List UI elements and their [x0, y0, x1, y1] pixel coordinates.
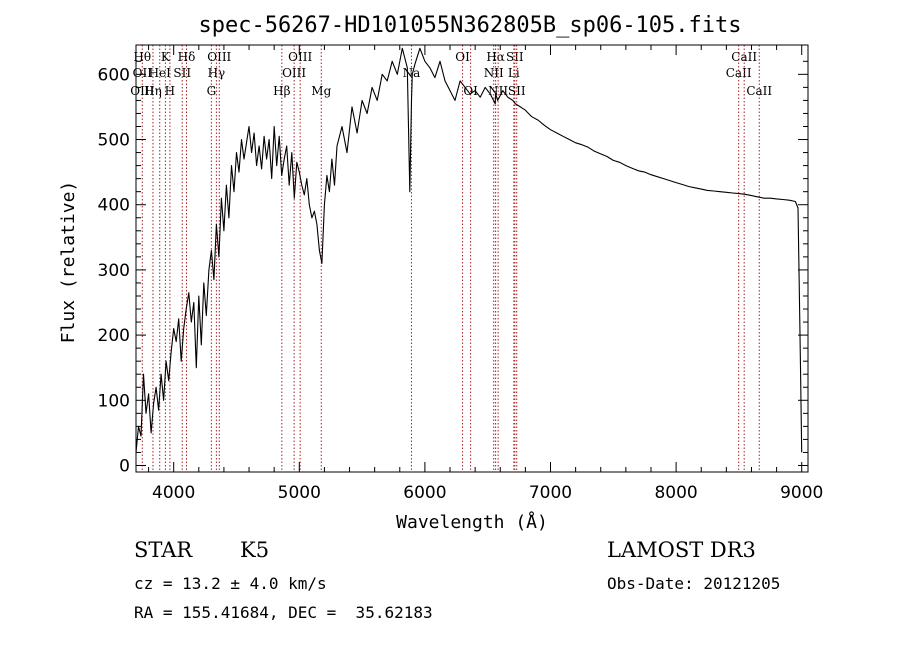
spectrum-series [135, 47, 803, 453]
line-marker-label: Hη [144, 84, 162, 98]
y-tick-label: 400 [98, 196, 130, 216]
line-marker-label: G [207, 84, 217, 98]
line-marker-label: OI [455, 50, 470, 64]
line-marker-label: CaII [746, 84, 772, 98]
x-tick-label: 6000 [403, 483, 446, 503]
x-tick-label: 9000 [780, 483, 823, 503]
object-class: STAR [134, 538, 193, 562]
line-marker-label: Na [403, 66, 421, 80]
line-marker-label: Hγ [208, 66, 226, 80]
object-subclass: K5 [240, 538, 270, 562]
axis-ticks: 4000 5000 6000 7000 8000 9000 0 100 200 300 400 500… [98, 45, 823, 503]
y-tick-label: 600 [98, 65, 130, 85]
y-tick-label: 0 [119, 456, 130, 476]
y-tick-label: 100 [98, 391, 130, 411]
line-marker-label: H [165, 84, 175, 98]
survey-name: LAMOST DR3 [607, 538, 756, 562]
y-axis-label: Flux (relative) [58, 181, 79, 344]
line-marker-label: CaII [726, 66, 752, 80]
line-marker-label: Hα [486, 50, 505, 64]
line-marker-label: SII [508, 84, 526, 98]
plot-frame [135, 44, 809, 473]
line-marker-label: Mg [311, 84, 331, 98]
line-marker-label: K [161, 50, 171, 64]
line-marker-label: OII [133, 66, 153, 80]
line-marker-label: Hδ [178, 50, 196, 64]
line-markers: HθOIIOIIIHηHeIKHSIIHδGHγOIIIHβOIIIOIIIMg… [130, 45, 772, 472]
line-marker-label: SII [173, 66, 191, 80]
line-marker-label: OI [463, 84, 478, 98]
line-marker-label: Li [508, 66, 520, 80]
line-marker-label: HeI [149, 66, 172, 80]
redshift-cz: cz = 13.2 ± 4.0 km/s [134, 574, 327, 593]
x-tick-label: 8000 [654, 483, 697, 503]
x-tick-label: 7000 [529, 483, 572, 503]
line-marker-label: OIII [207, 50, 231, 64]
line-marker-label: Hθ [133, 50, 151, 64]
spectrum-line [135, 47, 803, 453]
line-marker-label: CaII [731, 50, 757, 64]
line-marker-label: OIII [282, 66, 306, 80]
x-tick-label: 4000 [152, 483, 195, 503]
ra-dec: RA = 155.41684, DEC = 35.62183 [134, 603, 433, 622]
y-tick-label: 200 [98, 326, 130, 346]
line-marker-label: NII [488, 84, 508, 98]
x-tick-label: 5000 [278, 483, 321, 503]
y-tick-label: 300 [98, 261, 130, 281]
x-axis-label: Wavelength (Å) [396, 511, 548, 533]
chart-title: spec-56267-HD101055N362805B_sp06-105.fit… [198, 13, 741, 38]
line-marker-label: OIII [288, 50, 312, 64]
y-tick-label: 500 [98, 131, 130, 151]
line-marker-label: Hβ [273, 84, 290, 98]
obs-date: Obs-Date: 20121205 [607, 574, 781, 593]
line-marker-label: NII [484, 66, 504, 80]
line-marker-label: SII [506, 50, 524, 64]
